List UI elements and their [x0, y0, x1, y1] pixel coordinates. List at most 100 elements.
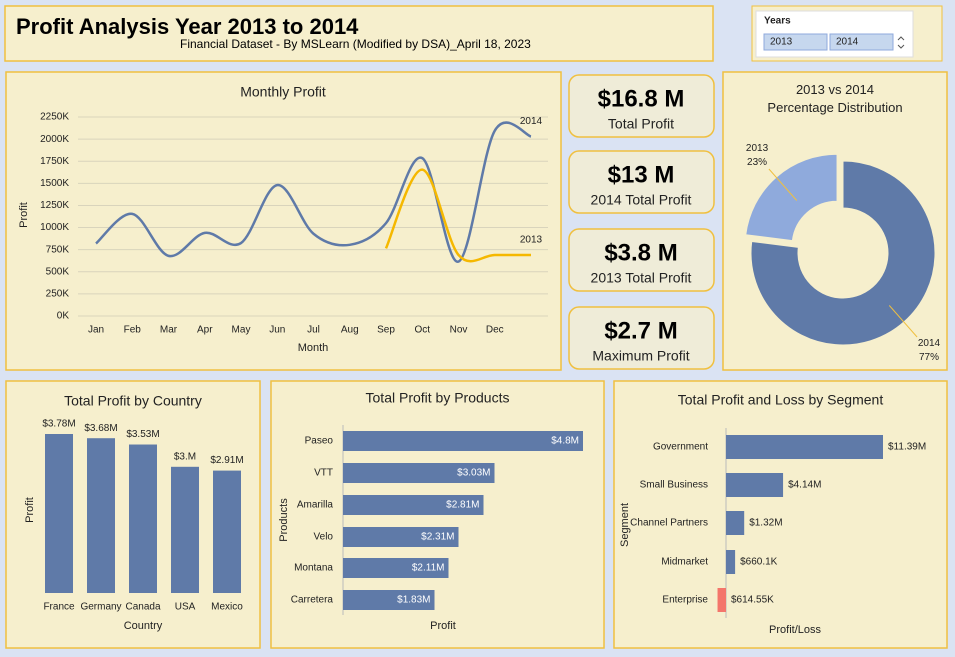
bar [343, 463, 495, 483]
slicer-item[interactable] [829, 33, 894, 51]
slicer-scroll[interactable] [897, 36, 905, 49]
x-tick-label: Mexico [211, 602, 243, 613]
slicer-item[interactable] [763, 33, 828, 51]
y-tick-label: Channel Partners [630, 518, 708, 529]
page-title: Profit Analysis Year 2013 to 2014 [16, 14, 359, 39]
x-tick-label: Jun [269, 325, 285, 336]
x-tick-label: Germany [80, 602, 121, 613]
chart-panel [5, 71, 562, 371]
leader-line [768, 168, 798, 201]
value-label: $3.68M [84, 423, 117, 434]
kpi-label: 2013 Total Profit [591, 270, 692, 286]
value-label: $2.81M [446, 500, 479, 511]
bar [726, 511, 745, 535]
kpi-value: $16.8 M [598, 85, 685, 112]
bar [343, 527, 459, 547]
bar [343, 590, 435, 610]
x-axis-title: Profit [430, 620, 456, 632]
y-tick-label: Government [653, 442, 708, 453]
y-tick-label: 750K [46, 244, 70, 255]
y-tick-label: Enterprise [662, 595, 708, 606]
bar [343, 495, 484, 515]
slicer-item-label[interactable]: 2014 [836, 37, 859, 48]
chart-title: Monthly Profit [240, 84, 326, 100]
slice-label: 2013 [746, 143, 769, 154]
y-axis-title: Products [278, 498, 290, 542]
value-label: $2.11M [412, 563, 445, 574]
value-label: $3.53M [126, 429, 159, 440]
y-tick-label: 500K [46, 266, 70, 277]
page-subtitle: Financial Dataset - By MSLearn (Modified… [180, 37, 531, 51]
value-label: $11.39M [888, 442, 926, 453]
x-axis-title: Profit/Loss [769, 624, 821, 636]
value-label: $3.03M [457, 468, 490, 479]
x-tick-label: Feb [124, 325, 142, 336]
bar [343, 558, 449, 578]
bar [726, 473, 784, 497]
chart-title: Total Profit by Products [366, 390, 510, 406]
kpi-value: $2.7 M [604, 317, 677, 344]
x-tick-label: Oct [414, 325, 430, 336]
x-tick-label: Jan [88, 325, 104, 336]
x-tick-label: Aug [341, 325, 359, 336]
chart-panel [613, 380, 948, 649]
kpi-value: $13 M [608, 161, 675, 188]
x-tick-label: May [232, 325, 251, 336]
y-axis-title: Segment [619, 503, 631, 547]
kpi-card [568, 74, 715, 138]
bar [213, 470, 241, 593]
value-label: $1.83M [397, 595, 430, 606]
x-tick-label: Jul [307, 325, 320, 336]
kpi-label: Total Profit [608, 116, 674, 132]
kpi-card [568, 228, 715, 292]
y-axis-title: Profit [18, 202, 30, 228]
bar [343, 431, 583, 451]
y-tick-label: Velo [314, 532, 334, 543]
x-tick-label: Sep [377, 325, 395, 336]
y-tick-label: Paseo [305, 436, 334, 447]
bar [45, 434, 73, 593]
y-tick-label: 250K [46, 289, 70, 300]
y-tick-label: Small Business [640, 480, 708, 491]
series-label: 2013 [520, 235, 543, 246]
y-tick-label: Amarilla [297, 500, 334, 511]
bar [87, 438, 115, 593]
y-tick-label: 2000K [40, 134, 69, 145]
y-tick-label: 1000K [40, 222, 69, 233]
value-label: $3.M [174, 451, 196, 462]
x-tick-label: Mar [160, 325, 178, 336]
value-label: $614.55K [731, 595, 774, 606]
value-label: $660.1K [740, 557, 778, 568]
y-tick-label: 1750K [40, 156, 69, 167]
chart-title: Total Profit and Loss by Segment [678, 392, 884, 408]
x-tick-label: Canada [125, 602, 160, 613]
kpi-label: 2014 Total Profit [591, 192, 692, 208]
value-label: $4.14M [788, 480, 821, 491]
x-tick-label: USA [175, 602, 196, 613]
value-label: $4.8M [551, 436, 579, 447]
donut-slice [745, 153, 838, 242]
kpi-label: Maximum Profit [592, 348, 689, 364]
kpi-card [568, 150, 715, 214]
chart-title: Total Profit by Country [64, 393, 202, 409]
kpi-value: $3.8 M [604, 239, 677, 266]
x-axis-title: Country [124, 620, 163, 632]
x-tick-label: France [43, 602, 75, 613]
slice-value: 23% [747, 157, 767, 168]
x-tick-label: Nov [450, 325, 468, 336]
y-tick-label: 0K [57, 311, 70, 322]
value-label: $2.31M [421, 532, 454, 543]
y-tick-label: 1500K [40, 178, 69, 189]
leader-line [888, 305, 918, 338]
bar [726, 435, 883, 459]
y-tick-label: 1250K [40, 200, 69, 211]
bar [171, 466, 199, 593]
slicer-item-label[interactable]: 2013 [770, 37, 793, 48]
y-tick-label: Midmarket [661, 557, 708, 568]
y-tick-label: VTT [314, 468, 333, 479]
y-tick-label: 2250K [40, 112, 69, 123]
x-axis-title: Month [298, 342, 329, 354]
kpi-card [568, 306, 715, 370]
series-label: 2014 [520, 116, 543, 127]
bar [726, 550, 736, 574]
